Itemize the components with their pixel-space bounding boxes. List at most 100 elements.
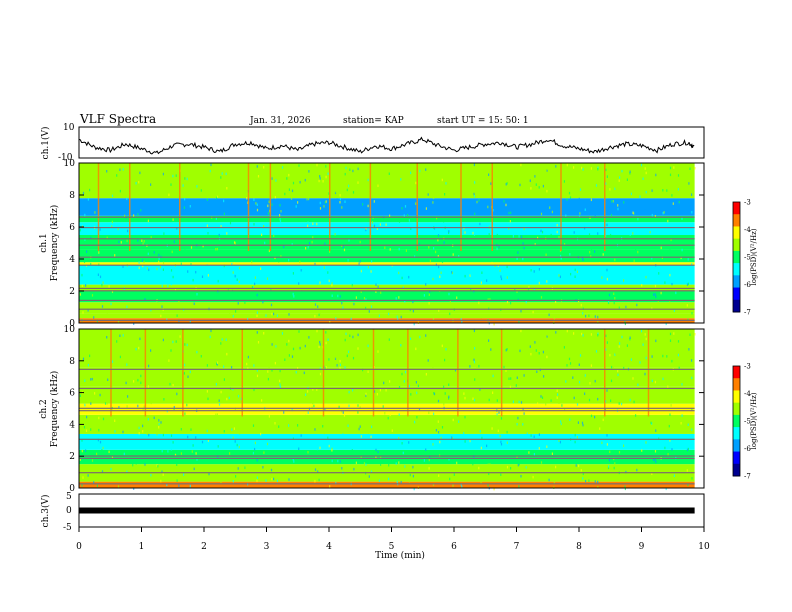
spectrogram-speck (671, 359, 673, 363)
spectrogram-speck (226, 397, 228, 401)
colorbar-segment (733, 402, 740, 416)
spectrogram-speck (545, 418, 547, 422)
spectrogram-speck (653, 293, 655, 296)
spectrogram-speck (263, 451, 265, 454)
spectrogram-speck (359, 240, 361, 244)
spectrogram-speck (449, 312, 451, 316)
spectrogram-speck (444, 165, 446, 168)
spectrogram-speck (170, 448, 172, 451)
spectrogram-speck (317, 305, 319, 308)
spectrogram-speck (106, 402, 108, 405)
spectrogram-speck (271, 312, 273, 316)
spectrogram-speck (256, 314, 258, 317)
spectrogram-speck (451, 271, 453, 274)
spectrogram-speck (373, 366, 375, 369)
spectrogram-speck (286, 177, 288, 180)
spectrogram-speck (463, 432, 465, 435)
spectrogram-speck (247, 317, 249, 321)
spectrogram-speck (653, 338, 655, 341)
spectrogram-speck (395, 170, 397, 173)
spectrogram-speck (561, 238, 563, 242)
spectrogram-speck (146, 267, 148, 270)
spectrogram-speck (572, 210, 574, 214)
spectrogram-speck (633, 400, 635, 404)
spectrogram-line (79, 287, 695, 289)
spectrogram-speck (569, 418, 571, 421)
spectrogram-speck (432, 443, 434, 446)
spectrogram-speck (341, 301, 343, 305)
spectrogram-speck (519, 349, 521, 353)
spectrogram-speck (316, 222, 318, 226)
spectrogram-speck (307, 390, 309, 393)
spectrogram-speck (106, 313, 108, 316)
spectrogram-speck (97, 438, 99, 442)
spectrogram-speck (197, 338, 200, 342)
spectrogram-speck (118, 240, 120, 244)
spectrogram-burst (144, 329, 147, 417)
spectrogram-speck (163, 232, 165, 235)
spectrogram-speck (231, 366, 233, 369)
spectrogram-speck (108, 285, 110, 288)
spectrogram-speck (319, 446, 321, 450)
spectrogram-speck (436, 382, 438, 386)
spectrogram-speck (615, 186, 617, 190)
spectrogram-speck (124, 176, 126, 179)
spectrogram-speck (360, 290, 362, 293)
spectrogram-speck (558, 236, 560, 239)
spectrogram-speck (633, 235, 635, 238)
spectrogram-line (79, 410, 695, 412)
spectrogram-speck (143, 240, 145, 243)
spectrogram-speck (550, 233, 552, 237)
spectrogram-speck (114, 419, 116, 422)
colorbar-segment (733, 287, 740, 301)
spectrogram-speck (597, 334, 599, 337)
spectrogram-speck (220, 480, 222, 484)
spectrogram-speck (266, 442, 269, 446)
spectrogram-speck (514, 453, 516, 457)
spectrogram-band (79, 235, 695, 250)
spectrogram-burst (129, 163, 131, 251)
spectrogram-speck (490, 182, 492, 185)
spectrogram-speck (290, 363, 293, 366)
spectrogram-speck (308, 197, 310, 201)
xtick-label: 3 (264, 542, 270, 552)
spectrogram-speck (124, 214, 126, 218)
spectrogram-speck (661, 421, 663, 425)
spectrogram-speck (383, 381, 385, 385)
spectrogram-speck (331, 282, 333, 285)
spectrogram-line (79, 457, 695, 459)
spectrogram-speck (292, 272, 294, 275)
spectrogram-speck (441, 178, 443, 182)
spectrogram-speck (368, 475, 370, 478)
spectrogram-speck (448, 292, 450, 296)
ch2-spectrogram-ylabel: Frequency (kHz) (49, 371, 60, 448)
spectrogram-speck (319, 476, 321, 479)
spectrogram-speck (111, 455, 114, 458)
spectrogram-speck (668, 306, 670, 309)
spectrogram-speck (206, 390, 208, 393)
spectrogram-speck (455, 310, 458, 313)
spectrogram-speck (610, 213, 613, 217)
spectrogram-band (79, 262, 695, 266)
spectrogram-speck (119, 334, 121, 337)
spectrogram-speck (158, 426, 160, 429)
spectrogram-speck (171, 416, 173, 419)
spectrogram-speck (141, 405, 143, 408)
spectrogram-speck (351, 283, 353, 287)
spectrogram-speck (184, 246, 186, 250)
spectrogram-speck (642, 343, 644, 346)
spectrogram-speck (474, 378, 476, 381)
spectrogram-speck (226, 232, 228, 235)
spectrogram-speck (186, 403, 188, 407)
spectrogram-speck (398, 413, 400, 416)
spectrogram-speck (496, 413, 498, 416)
spectrogram-speck (514, 288, 516, 291)
spectrogram-speck (292, 458, 294, 461)
spectrogram-speck (655, 429, 657, 432)
spectrogram-speck (473, 195, 476, 198)
spectrogram-speck (518, 235, 520, 238)
spectrogram-speck (150, 401, 152, 405)
spectrogram-speck (498, 411, 500, 414)
colorbar-tick: -3 (744, 363, 751, 371)
